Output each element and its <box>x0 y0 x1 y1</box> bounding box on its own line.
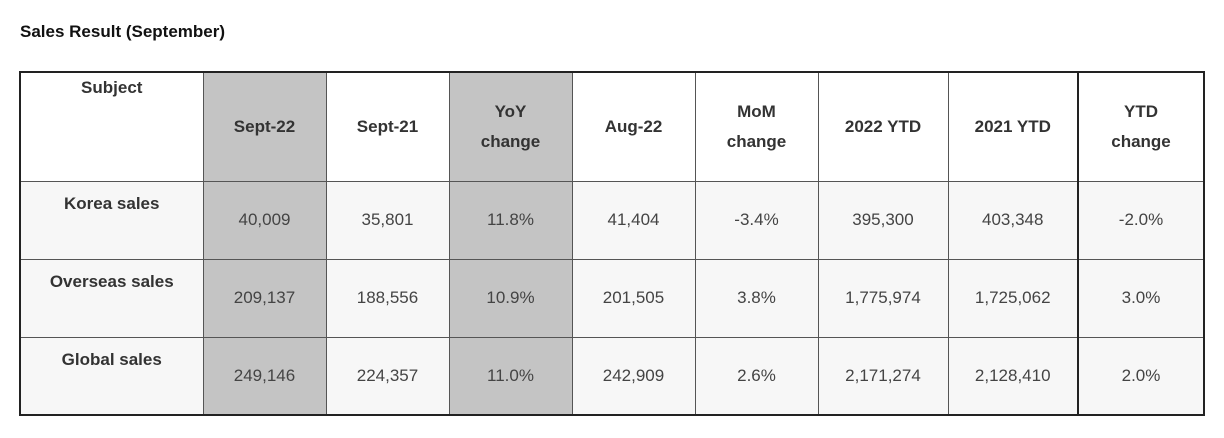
column-header-2021-ytd: 2021 YTD <box>947 71 1079 182</box>
cell-ytd-change: -2.0% <box>1077 180 1205 260</box>
column-header-yoy-change: YoY change <box>448 71 573 182</box>
table-row: Korea sales 40,009 35,801 11.8% 41,404 -… <box>19 180 1205 260</box>
column-header-sept-22: Sept-22 <box>202 71 327 182</box>
cell-yoy-change: 11.0% <box>448 336 573 416</box>
row-subject: Overseas sales <box>19 258 204 338</box>
column-header-sept-21: Sept-21 <box>325 71 450 182</box>
cell-aug-22: 41,404 <box>571 180 696 260</box>
column-header-2022-ytd: 2022 YTD <box>817 71 949 182</box>
cell-mom-change: 3.8% <box>694 258 819 338</box>
cell-ytd-change: 3.0% <box>1077 258 1205 338</box>
table-row: Overseas sales 209,137 188,556 10.9% 201… <box>19 258 1205 338</box>
column-header-mom-change: MoM change <box>694 71 819 182</box>
cell-aug-22: 201,505 <box>571 258 696 338</box>
cell-2022-ytd: 395,300 <box>817 180 949 260</box>
cell-ytd-change: 2.0% <box>1077 336 1205 416</box>
cell-sept-21: 188,556 <box>325 258 450 338</box>
cell-mom-change: 2.6% <box>694 336 819 416</box>
cell-2021-ytd: 2,128,410 <box>947 336 1079 416</box>
page-title: Sales Result (September) <box>20 22 226 41</box>
cell-sept-22: 40,009 <box>202 180 327 260</box>
cell-sept-22: 209,137 <box>202 258 327 338</box>
cell-yoy-change: 10.9% <box>448 258 573 338</box>
cell-sept-21: 35,801 <box>325 180 450 260</box>
column-header-ytd-change: YTD change <box>1077 71 1205 182</box>
cell-sept-22: 249,146 <box>202 336 327 416</box>
row-subject: Korea sales <box>19 180 204 260</box>
column-header-subject: Subject <box>19 71 204 182</box>
cell-aug-22: 242,909 <box>571 336 696 416</box>
cell-2022-ytd: 1,775,974 <box>817 258 949 338</box>
header-row: Subject Sept-22 Sept-21 YoY change Aug-2… <box>19 71 1205 182</box>
row-subject: Global sales <box>19 336 204 416</box>
cell-mom-change: -3.4% <box>694 180 819 260</box>
cell-sept-21: 224,357 <box>325 336 450 416</box>
cell-2021-ytd: 1,725,062 <box>947 258 1079 338</box>
table-row: Global sales 249,146 224,357 11.0% 242,9… <box>19 336 1205 416</box>
sales-result-table: Subject Sept-22 Sept-21 YoY change Aug-2… <box>19 71 1205 416</box>
cell-yoy-change: 11.8% <box>448 180 573 260</box>
column-header-aug-22: Aug-22 <box>571 71 696 182</box>
cell-2022-ytd: 2,171,274 <box>817 336 949 416</box>
cell-2021-ytd: 403,348 <box>947 180 1079 260</box>
